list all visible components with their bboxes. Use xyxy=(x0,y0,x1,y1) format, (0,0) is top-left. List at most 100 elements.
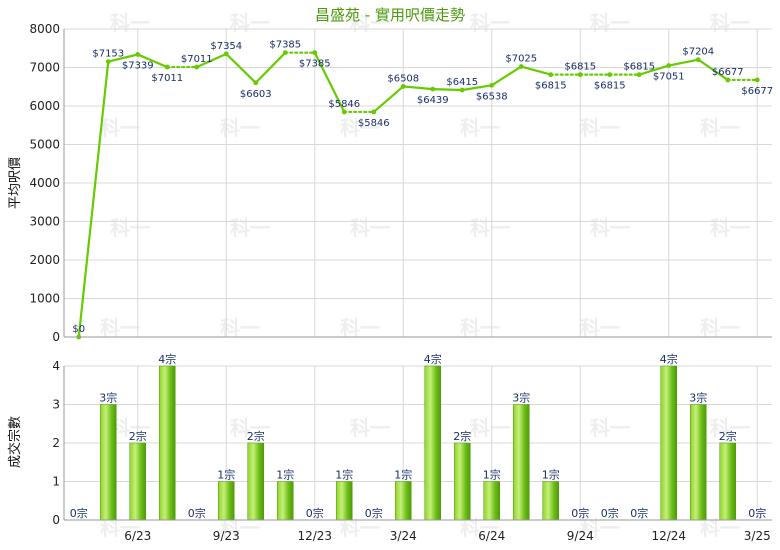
volume-bar-label: 2宗 xyxy=(129,429,147,443)
volume-y-tick-label: 1 xyxy=(52,475,60,489)
volume-bar xyxy=(100,404,117,521)
price-point xyxy=(695,57,701,63)
price-point xyxy=(194,64,200,70)
watermark-text: 科一 xyxy=(110,11,150,35)
price-line-segment xyxy=(402,85,434,91)
price-line-segment xyxy=(638,64,670,76)
volume-bar xyxy=(277,481,294,521)
watermark-text: 科一 xyxy=(710,216,750,240)
price-point-label: $7051 xyxy=(653,72,685,83)
volume-bar-label: 0宗 xyxy=(365,506,383,520)
price-line-segment xyxy=(697,58,729,82)
x-tick-label: 12/24 xyxy=(651,529,686,543)
volume-bar xyxy=(660,365,677,521)
price-line-segment xyxy=(225,52,257,84)
price-line-segment xyxy=(136,53,169,69)
watermark-text: 科一 xyxy=(350,11,390,35)
price-point xyxy=(371,109,377,115)
watermark-text: 科一 xyxy=(590,416,630,440)
volume-bar xyxy=(513,404,530,521)
price-point xyxy=(518,64,524,69)
price-y-tick-label: 1000 xyxy=(29,292,60,306)
volume-bar xyxy=(483,481,500,521)
price-point xyxy=(430,86,436,92)
price-y-tick-labels: 0 1000 2000 3000 4000 5000 6000 7000 8000 xyxy=(29,22,60,344)
volume-y-tick-label: 4 xyxy=(52,359,60,373)
volume-bar-label: 1宗 xyxy=(483,468,501,482)
volume-bar xyxy=(454,442,471,521)
x-tick-label: 9/23 xyxy=(213,529,240,543)
price-point xyxy=(548,72,554,78)
price-point xyxy=(666,63,672,68)
price-point-label: $5846 xyxy=(328,99,360,110)
volume-bar-label: 0宗 xyxy=(306,506,324,520)
price-y-tick-label: 0 xyxy=(52,330,60,344)
price-point-label: $7204 xyxy=(682,47,714,58)
volume-bar-label: 0宗 xyxy=(188,506,206,520)
watermark-text: 科一 xyxy=(460,116,500,140)
price-point xyxy=(607,72,613,78)
watermark-text: 科一 xyxy=(110,416,150,440)
volume-bar-label: 3宗 xyxy=(689,391,707,405)
price-line-segment xyxy=(372,85,405,114)
price-point xyxy=(489,82,495,88)
price-point-label: $7385 xyxy=(299,59,331,70)
watermark-text: 科一 xyxy=(340,316,380,340)
price-line-segment xyxy=(107,53,139,63)
volume-bar-label: 4宗 xyxy=(424,352,442,366)
watermark-text: 科一 xyxy=(350,416,390,440)
price-point-label: $7011 xyxy=(151,73,183,84)
price-point-label: $6677 xyxy=(741,86,773,97)
volume-y-tick-labels: 0 1 2 3 4 xyxy=(52,359,60,527)
price-line-segment xyxy=(667,58,700,67)
watermark-text: 科一 xyxy=(340,116,380,140)
x-tick-label: 3/24 xyxy=(390,529,417,543)
watermark-text: 科一 xyxy=(230,416,270,440)
price-line xyxy=(76,50,760,340)
price-y-tick-label: 6000 xyxy=(29,99,60,113)
price-line-segment xyxy=(77,60,110,339)
volume-bar-label: 0宗 xyxy=(70,506,88,520)
x-tick-label: 6/24 xyxy=(478,529,505,543)
watermark-text: 科一 xyxy=(110,216,150,240)
price-point-label: $6508 xyxy=(387,73,419,84)
price-point xyxy=(312,50,318,56)
price-point xyxy=(282,50,288,56)
x-tick-label: 6/23 xyxy=(124,529,151,543)
watermark-text: 科一 xyxy=(700,316,740,340)
price-point-label: $6439 xyxy=(417,95,449,106)
x-tick-label: 3/25 xyxy=(744,529,771,543)
price-line-segment xyxy=(461,84,493,92)
watermark-text: 科一 xyxy=(590,11,630,35)
price-point-label: $0 xyxy=(72,324,85,335)
x-tick-label: 9/24 xyxy=(567,529,594,543)
price-point-label: $7011 xyxy=(181,54,213,65)
price-point-label: $7385 xyxy=(269,40,301,51)
volume-bar-label: 4宗 xyxy=(158,352,176,366)
price-point-label: $7025 xyxy=(505,54,537,65)
price-y-tick-label: 2000 xyxy=(29,253,60,267)
volume-bar xyxy=(690,404,707,521)
price-point-label: $7354 xyxy=(210,41,242,52)
price-point xyxy=(577,72,583,78)
price-point-label: $5846 xyxy=(358,118,390,129)
price-point-label: $6815 xyxy=(594,81,626,92)
price-point-label: $6415 xyxy=(446,77,478,88)
chart-title: 昌盛苑 - 實用呎價走勢 xyxy=(315,6,465,24)
price-point xyxy=(223,51,229,57)
price-point-labels: $0 $7153$7339 $7011 $7011 $7354 $6603 $7385 $73… xyxy=(72,40,773,335)
watermark-text: 科一 xyxy=(230,216,270,240)
price-point xyxy=(459,87,465,93)
watermark-text: 科一 xyxy=(590,216,630,240)
volume-bar-label: 0宗 xyxy=(748,506,766,520)
volume-bar-label: 2宗 xyxy=(247,429,265,443)
volume-bar-label: 3宗 xyxy=(512,391,530,405)
watermark-text: 科一 xyxy=(580,116,620,140)
volume-bar-label: 1宗 xyxy=(542,468,560,482)
watermark-text: 科一 xyxy=(470,416,510,440)
price-y-tick-label: 7000 xyxy=(29,61,60,75)
watermark-text: 科一 xyxy=(470,216,510,240)
watermark-text: 科一 xyxy=(580,316,620,340)
watermark-text: 科一 xyxy=(100,316,140,340)
